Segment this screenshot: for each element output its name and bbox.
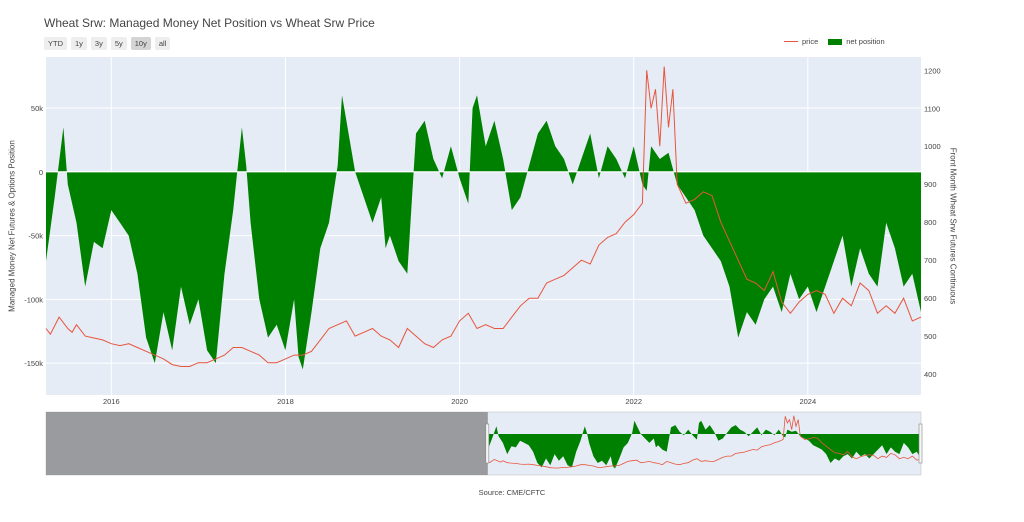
y2-tick-label: 600 <box>924 294 937 303</box>
legend-swatch-price <box>784 41 798 42</box>
y2-tick-label: 1100 <box>924 104 940 113</box>
x-tick-label: 2024 <box>799 397 816 406</box>
range-slider-handle-left[interactable] <box>485 423 490 464</box>
legend-swatch-net-position <box>828 38 843 45</box>
y-tick-label: -150k <box>24 359 43 368</box>
range-slider-handle-right[interactable] <box>918 423 923 464</box>
range-button-3y[interactable]: 3y <box>90 37 107 50</box>
chart-title: Wheat Srw: Managed Money Net Position vs… <box>44 16 375 30</box>
y2-tick-label: 500 <box>924 332 937 341</box>
y2-tick-label: 700 <box>924 256 937 265</box>
y2-tick-label: 1200 <box>924 66 941 75</box>
y2-tick-label: 900 <box>924 180 937 189</box>
y2-tick-label: 1000 <box>924 142 941 151</box>
range-slider-net-area <box>487 420 921 469</box>
x-tick-label: 2018 <box>277 397 294 406</box>
legend: price net position <box>784 37 885 46</box>
legend-item-price[interactable]: price <box>784 37 818 46</box>
range-slider-price-line <box>487 415 922 469</box>
range-button-ytd[interactable]: YTD <box>44 37 67 50</box>
series-price-line <box>45 66 922 367</box>
x-tick-label: 2020 <box>451 397 468 406</box>
series-net-position-area <box>46 95 921 370</box>
y-tick-label: 0 <box>39 168 43 177</box>
source-note: Source: CME/CFTC <box>478 488 546 497</box>
y-tick-label: -50k <box>28 232 43 241</box>
range-button-10y[interactable]: 10y <box>130 37 151 50</box>
range-button-5y[interactable]: 5y <box>110 37 127 50</box>
y2-tick-label: 400 <box>924 370 937 379</box>
x-tick-label: 2016 <box>103 397 120 406</box>
range-selector-buttons: YTD 1y 3y 5y 10y all <box>44 37 171 50</box>
range-slider-mask <box>46 412 488 475</box>
y-tick-label: -100k <box>24 295 43 304</box>
x-tick-label: 2022 <box>625 397 642 406</box>
range-button-all[interactable]: all <box>154 37 171 50</box>
y-tick-label: 50k <box>31 104 43 113</box>
legend-label-price: price <box>802 37 819 46</box>
range-button-1y[interactable]: 1y <box>71 37 87 50</box>
legend-label-net-position: net position <box>846 37 885 46</box>
legend-item-net-position[interactable]: net position <box>828 37 885 46</box>
y2-tick-label: 800 <box>924 218 937 227</box>
